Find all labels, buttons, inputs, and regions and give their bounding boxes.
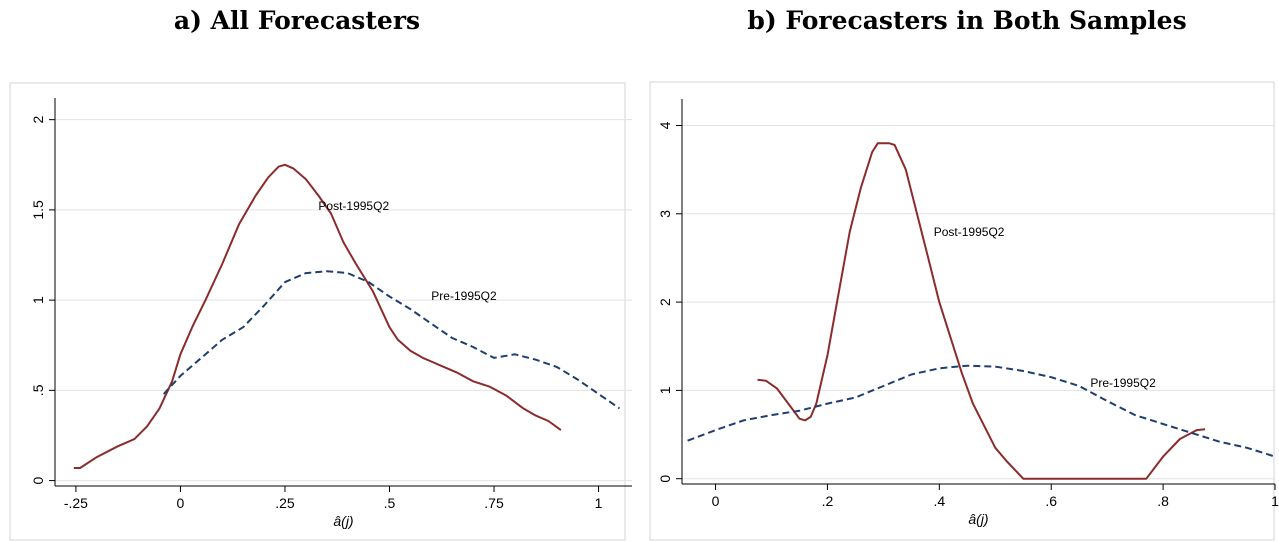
chart-a-x-tick-label-5: 1 bbox=[595, 495, 603, 511]
chart-a-series-post bbox=[73, 163, 562, 469]
chart-a: 0 .5 1 1.5 2 -.25 0 .25 .5 .75 1 â(j) Post-1995Q2 Pre… bbox=[9, 82, 632, 541]
chart-b-y-tick-label-2: 2 bbox=[657, 298, 673, 306]
chart-b-y-tick-label-0: 0 bbox=[657, 475, 673, 483]
chart-a-x-tick-label-0: -.25 bbox=[64, 495, 88, 511]
chart-a-y-tick-label-1: .5 bbox=[30, 384, 46, 396]
chart-a-y-tick-label-0: 0 bbox=[30, 476, 46, 484]
chart-b-y-tick-label-4: 4 bbox=[657, 121, 673, 129]
chart-b-x-tick-label-0: 0 bbox=[712, 493, 720, 509]
chart-a-frame bbox=[9, 82, 626, 541]
chart-a-y-tick-label-4: 2 bbox=[30, 116, 46, 124]
chart-b-series-label-post: Post-1995Q2 bbox=[934, 225, 1005, 239]
chart-a-x-tick-label-4: .75 bbox=[484, 495, 504, 511]
chart-a-series-label-pre: Pre-1995Q2 bbox=[431, 289, 497, 303]
chart-a-y-tick-label-3: 1.5 bbox=[30, 200, 46, 220]
chart-b-x-tick-label-1: .2 bbox=[822, 493, 834, 509]
chart-a-y-tick-label-2: 1 bbox=[30, 296, 46, 304]
chart-a-x-tick-label-2: .25 bbox=[275, 495, 295, 511]
chart-a-series-pre bbox=[162, 270, 621, 410]
chart-b: 0 1 2 3 4 0 .2 .4 .6 .8 1 â(j) Post-1995Q2 Pre-1995Q2 bbox=[649, 81, 1279, 541]
chart-b-series-pre bbox=[687, 364, 1276, 458]
chart-b-series-label-pre: Pre-1995Q2 bbox=[1090, 376, 1156, 390]
chart-a-x-axis-label: â(j) bbox=[333, 513, 353, 529]
chart-b-x-tick-label-4: .8 bbox=[1157, 493, 1169, 509]
chart-a-x-tick-label-1: 0 bbox=[177, 495, 185, 511]
chart-b-series-post bbox=[757, 142, 1206, 480]
chart-b-x-tick-label-3: .6 bbox=[1045, 493, 1057, 509]
chart-a-x-tick-label-3: .5 bbox=[384, 495, 396, 511]
chart-b-x-tick-label-2: .4 bbox=[933, 493, 945, 509]
chart-b-x-axis-label: â(j) bbox=[968, 511, 988, 527]
chart-a-title: a) All Forecasters bbox=[173, 6, 421, 35]
chart-b-y-tick-label-3: 3 bbox=[657, 210, 673, 218]
chart-b-title: b) Forecasters in Both Samples bbox=[747, 6, 1187, 35]
chart-a-series-label-post: Post-1995Q2 bbox=[318, 199, 389, 213]
chart-b-frame bbox=[649, 81, 1275, 541]
chart-b-y-tick-label-1: 1 bbox=[657, 386, 673, 394]
chart-b-x-tick-label-5: 1 bbox=[1271, 493, 1279, 509]
